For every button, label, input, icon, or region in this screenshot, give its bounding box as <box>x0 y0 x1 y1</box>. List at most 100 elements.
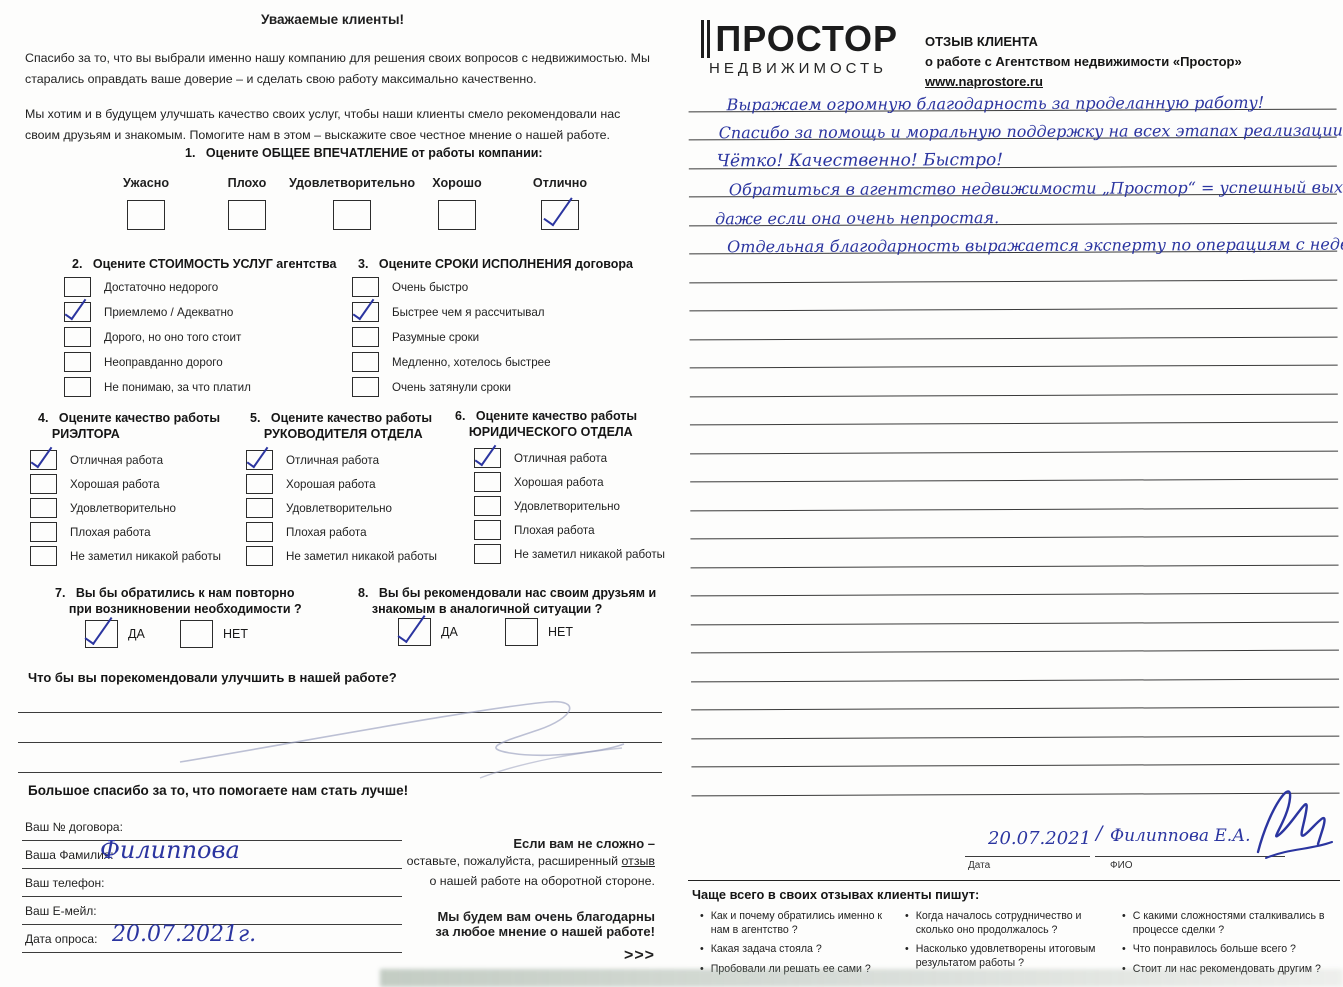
option-label: Разумные сроки <box>392 330 480 344</box>
field-line <box>22 952 402 953</box>
no-option: НЕТ <box>505 618 573 646</box>
checkbox <box>64 327 91 347</box>
field-line <box>22 868 402 869</box>
answer-line <box>18 712 662 713</box>
option-row: Хорошая работа <box>30 474 160 494</box>
question-subtitle: ЮРИДИЧЕСКОГО ОТДЕЛА <box>468 425 633 439</box>
checkbox <box>246 546 273 566</box>
field-label-phone: Ваш телефон: <box>25 876 105 890</box>
option-label: Неоправданно дорого <box>104 355 223 369</box>
rating-label: Хорошо <box>432 176 482 190</box>
option-label: Отличная работа <box>286 453 380 467</box>
question-number: 8. <box>358 586 369 600</box>
bullet-icon: • <box>700 963 704 977</box>
option-row: Очень затянули сроки <box>352 377 511 397</box>
checkbox <box>352 352 379 372</box>
checkbox <box>246 522 273 542</box>
question-subtitle: РУКОВОДИТЕЛЯ ОТДЕЛА <box>263 427 423 441</box>
answer-line <box>18 772 662 773</box>
ruled-line <box>689 337 1338 369</box>
intro-paragraph-2: Мы хотим и в будущем улучшать качество с… <box>25 107 621 142</box>
yes-label: ДА <box>441 625 458 639</box>
question-title: Оцените качество работы <box>475 409 638 423</box>
checkbox-checked <box>541 200 579 230</box>
footer-hint: • Какая задача стояла ? <box>700 943 892 957</box>
ruled-line <box>691 736 1340 768</box>
ruled-line: Выражаем огромную благодарность за проде… <box>688 80 1337 114</box>
rating-option: Ужасно <box>81 176 211 230</box>
question-number: 7. <box>55 586 66 600</box>
option-label: Удовлетворительно <box>70 501 177 515</box>
option-row: Плохая работа <box>246 522 367 542</box>
aside-note: Если вам не сложно – оставьте, пожалуйст… <box>398 836 655 965</box>
option-row: Разумные сроки <box>352 327 479 347</box>
checkbox <box>352 277 379 297</box>
writing-area: Выражаем огромную благодарность за проде… <box>688 80 1343 796</box>
option-label: Не заметил никакой работы <box>514 547 665 561</box>
question-title: Вы бы обратились к нам повторно <box>75 586 295 600</box>
rating-label: Отлично <box>532 176 588 190</box>
footer-column-3: • С какими сложностями сталкивались в про… <box>1122 910 1334 982</box>
footer-hint: • Пробовали ли решать ее сами ? <box>700 963 892 977</box>
rating-label: Удовлетворительно <box>288 176 416 190</box>
option-label: Хорошая работа <box>286 477 376 491</box>
ruled-line <box>691 764 1340 796</box>
field-label-surname: Ваша Фамилия: <box>25 848 114 862</box>
checkbox <box>438 200 476 230</box>
checkbox-checked <box>64 302 91 322</box>
option-label: Медленно, хотелось быстрее <box>392 355 551 369</box>
option-row: Не заметил никакой работы <box>246 546 437 566</box>
ruled-line <box>689 422 1339 454</box>
option-row: Удовлетворительно <box>246 498 392 518</box>
option-row: Отличная работа <box>30 450 163 470</box>
checkbox <box>505 618 538 646</box>
prostor-logo: ПРОСТОР НЕДВИЖИМОСТЬ <box>698 20 898 77</box>
option-label: Хорошая работа <box>514 475 604 489</box>
checkbox-checked <box>85 620 118 648</box>
ruled-line <box>690 650 1340 682</box>
handwritten-date: 20.07.2021 <box>988 828 1092 849</box>
checkbox <box>30 498 57 518</box>
question-number: 6. <box>455 409 466 423</box>
option-row: Хорошая работа <box>246 474 376 494</box>
pen-scribble <box>179 700 625 779</box>
checkbox <box>30 546 57 566</box>
fio-line <box>1095 856 1285 857</box>
header-title: ОТЗЫВ КЛИЕНТА <box>925 34 1038 49</box>
question-title: Оцените СРОКИ ИСПОЛНЕНИЯ договора <box>378 257 634 271</box>
intro-paragraph-1: Спасибо за то, что вы выбрали именно наш… <box>25 51 650 86</box>
checkbox <box>352 377 379 397</box>
footer-hint: • Как и почему обратились именно к нам в … <box>700 910 892 937</box>
ruled-line <box>689 280 1338 312</box>
ruled-line <box>689 365 1338 397</box>
field-line <box>22 840 402 841</box>
ruled-line: Спасибо за помощь и моральную поддержку … <box>688 109 1343 142</box>
logo-building-icon <box>698 20 711 58</box>
checkbox <box>246 498 273 518</box>
handwritten-slash: / <box>1096 822 1103 844</box>
option-row: Не заметил никакой работы <box>474 544 665 564</box>
question-4-heading: 4. Оцените качество работы РИЭЛТОРА <box>38 410 220 442</box>
checkbox <box>474 544 501 564</box>
option-label: Дорого, но оно того стоит <box>104 330 242 344</box>
arrows-glyph: >>> <box>623 947 655 964</box>
question-number: 5. <box>250 411 261 425</box>
question-1-heading: 1. Оцените ОБЩЕЕ ВПЕЧАТЛЕНИЕ от работы к… <box>185 146 543 160</box>
yes-option: ДА <box>85 620 145 648</box>
field-label-contract: Ваш № договора: <box>25 820 123 834</box>
question-title: Вы бы рекомендовали нас своим друзьям и <box>378 586 657 600</box>
aside-line-4: Мы будем вам очень благодарны <box>437 909 655 924</box>
footer-column-1: • Как и почему обратились именно к нам в … <box>700 910 892 982</box>
bullet-icon: • <box>905 910 909 922</box>
checkbox <box>474 472 501 492</box>
checkbox <box>64 352 91 372</box>
question-title: Оцените качество работы <box>58 411 221 425</box>
checkbox-checked <box>398 618 431 646</box>
option-label: Не заметил никакой работы <box>70 549 221 563</box>
ruled-line <box>690 565 1339 597</box>
option-label: Быстрее чем я рассчитывал <box>392 305 545 319</box>
footer-hint: • Насколько удовлетворены итоговым резуль… <box>905 943 1110 970</box>
option-label: Удовлетворительно <box>286 501 393 515</box>
option-label: Отличная работа <box>514 451 608 465</box>
